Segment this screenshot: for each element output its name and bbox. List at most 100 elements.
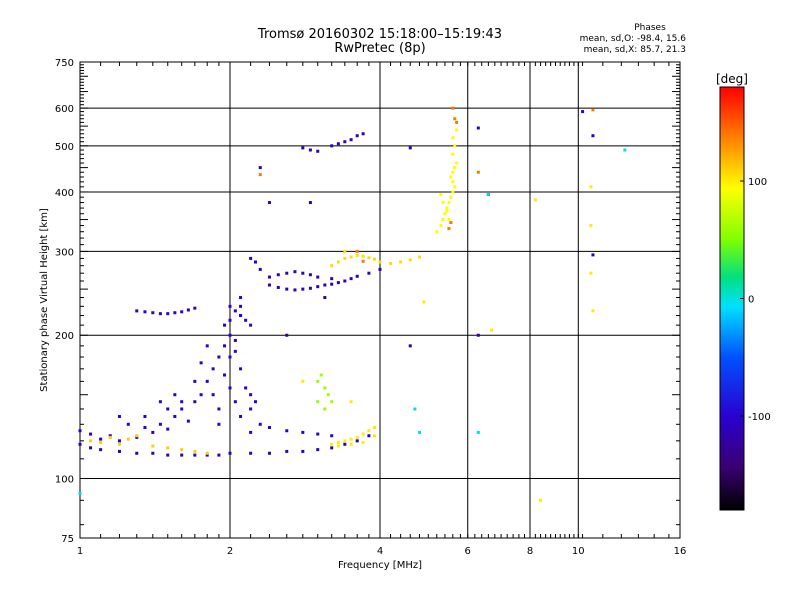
data-point: [349, 437, 353, 441]
data-point: [486, 193, 490, 197]
colorbar-tick-label: 0: [748, 295, 754, 306]
data-point: [349, 255, 353, 259]
data-point: [211, 367, 215, 371]
data-point: [166, 407, 170, 411]
data-point: [99, 441, 103, 445]
data-point: [180, 400, 184, 404]
data-point: [117, 439, 121, 443]
data-point: [258, 422, 262, 426]
data-point: [422, 300, 426, 304]
data-point: [308, 273, 312, 277]
data-point: [330, 400, 334, 404]
data-point: [89, 432, 93, 436]
data-point: [323, 386, 327, 390]
data-point: [443, 212, 447, 216]
y-tick-label: 600: [55, 104, 74, 115]
data-point: [276, 285, 280, 289]
y-tick-label: 75: [61, 534, 74, 545]
data-point: [301, 146, 305, 150]
data-point: [285, 333, 289, 337]
data-point: [355, 249, 359, 253]
data-point: [126, 422, 130, 426]
data-point: [330, 442, 334, 446]
data-point: [355, 439, 359, 443]
data-point: [205, 379, 209, 383]
data-point: [323, 296, 327, 300]
data-point: [589, 224, 593, 228]
data-point: [78, 442, 82, 446]
data-point: [239, 314, 243, 318]
data-point: [135, 451, 139, 455]
x-tick-label: 10: [572, 546, 585, 557]
data-point: [476, 430, 480, 434]
data-point: [258, 267, 262, 271]
data-point: [249, 393, 253, 397]
data-point: [233, 338, 237, 342]
data-point: [355, 274, 359, 278]
data-point: [455, 161, 459, 165]
data-point: [180, 448, 184, 452]
data-point: [135, 434, 139, 438]
data-point: [326, 393, 330, 397]
y-tick-label: 500: [55, 142, 74, 153]
data-point: [228, 333, 232, 337]
data-point: [316, 432, 320, 436]
data-point: [301, 379, 305, 383]
data-point: [539, 498, 543, 502]
data-point: [211, 393, 215, 397]
data-point: [330, 434, 334, 438]
data-point: [591, 253, 595, 257]
data-point: [239, 414, 243, 418]
data-point: [591, 134, 595, 138]
data-point: [451, 152, 455, 156]
data-point: [301, 449, 305, 453]
data-point: [143, 310, 147, 314]
data-point: [244, 386, 248, 390]
data-point: [343, 279, 347, 283]
x-tick-label: 4: [377, 546, 383, 557]
data-point: [258, 166, 262, 170]
x-tick-label: 2: [227, 546, 233, 557]
data-point: [166, 427, 170, 431]
data-point: [453, 166, 457, 170]
data-point: [199, 361, 203, 365]
chart-subtitle: RwPretec (8p): [334, 41, 426, 56]
data-point: [349, 442, 353, 446]
data-point: [166, 453, 170, 457]
data-point: [228, 451, 232, 455]
data-point: [451, 180, 455, 184]
data-point: [373, 434, 377, 438]
data-point: [223, 344, 227, 348]
colorbar-label: [deg]: [716, 72, 748, 86]
data-point: [330, 446, 334, 450]
data-point: [323, 283, 327, 287]
data-point: [267, 425, 271, 429]
data-point: [285, 287, 289, 291]
data-point: [267, 201, 271, 205]
data-point: [447, 227, 451, 231]
data-point: [276, 273, 280, 277]
data-point: [301, 287, 305, 291]
data-point: [151, 451, 155, 455]
data-point: [623, 148, 627, 152]
data-point: [316, 285, 320, 289]
data-point: [349, 277, 353, 281]
data-point: [253, 400, 257, 404]
y-tick-label: 400: [55, 188, 74, 199]
data-point: [445, 209, 449, 213]
data-point: [330, 277, 334, 281]
data-point: [355, 134, 359, 138]
data-point: [361, 132, 365, 136]
data-point: [193, 306, 197, 310]
data-point: [476, 333, 480, 337]
phase-info-line-x: mean, sd,X: 85.7, 21.3: [583, 45, 686, 55]
data-point: [249, 256, 253, 260]
data-point: [285, 449, 289, 453]
data-point: [233, 400, 237, 404]
data-point: [293, 288, 297, 292]
data-point: [439, 224, 443, 228]
colorbar-tick-label: -100: [748, 412, 771, 423]
data-point: [451, 190, 455, 194]
data-point: [533, 198, 537, 202]
data-point: [373, 257, 377, 261]
